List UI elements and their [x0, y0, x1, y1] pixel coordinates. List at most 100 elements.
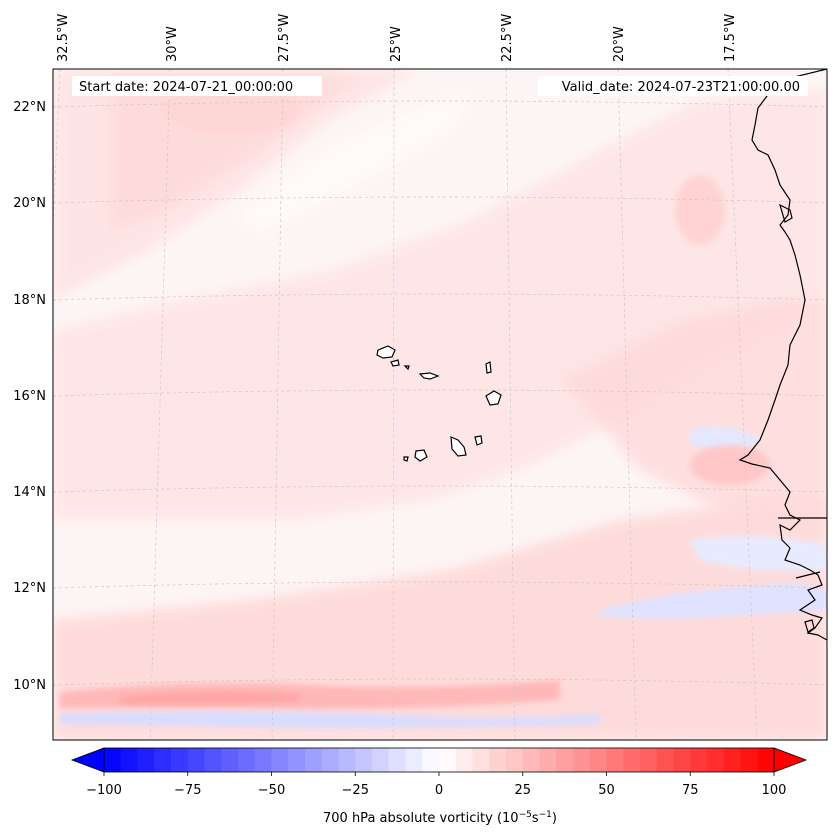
map-frame: [52, 68, 828, 741]
meridian: [727, 69, 758, 740]
colorbar-cell: [640, 748, 658, 772]
parallel: [53, 196, 827, 204]
latitude-labels: 22°N 20°N 18°N 16°N 14°N 12°N 10°N: [13, 100, 46, 693]
meridian: [271, 69, 284, 740]
colorbar-extend-min: [70, 747, 105, 773]
lat-label: 22°N: [13, 100, 46, 115]
island-sal: [485, 361, 492, 374]
lat-label: 14°N: [13, 485, 46, 500]
colorbar-cell: [238, 748, 256, 772]
colorbar-cell: [723, 748, 741, 772]
vorticity-band-diagonal: [53, 90, 827, 520]
meridian: [505, 69, 516, 740]
parallel: [53, 581, 827, 589]
island-sao-vicente: [390, 359, 400, 367]
lat-label: 16°N: [13, 389, 46, 404]
valid-date-text: Valid_date: 2024-07-23T21:00:00.00: [562, 80, 800, 95]
map-panel: Start date: 2024-07-21_00:00:00 Valid_da…: [52, 68, 828, 741]
island-santa-luzia: [403, 365, 410, 371]
colorbar-ticks: −100 −75 −50 −25 0 25 50 75 100: [86, 783, 786, 798]
coast-detail: [795, 571, 821, 579]
colorbar-tick-label: −50: [258, 783, 285, 798]
vorticity-patch-blue-east: [600, 583, 827, 619]
colorbar-tick-label: −75: [174, 783, 201, 798]
colorbar-cell: [372, 748, 390, 772]
colorbar-cell: [221, 748, 239, 772]
lon-label: 17.5°W: [723, 14, 738, 62]
colorbar-cell: [707, 748, 725, 772]
colorbar-cell: [573, 748, 591, 772]
colorbar-cell: [405, 748, 423, 772]
colorbar-cell: [522, 748, 540, 772]
colorbar-tick-label: −25: [342, 783, 369, 798]
parallel: [53, 100, 827, 108]
island-santo-antao: [376, 345, 396, 359]
vorticity-streak-blue: [60, 711, 600, 728]
island-brava: [403, 456, 409, 462]
colorbar-cell: [589, 748, 607, 772]
colorbar-cell: [623, 748, 641, 772]
colorbar: −100 −75 −50 −25 0 25 50 75 100 700 hPa …: [70, 747, 808, 826]
valid-date-box: [538, 76, 808, 96]
colorbar-cell: [338, 748, 356, 772]
colorbar-cell: [321, 748, 339, 772]
parallel: [53, 678, 827, 686]
colorbar-cell: [388, 748, 406, 772]
colorbar-cell: [104, 748, 122, 772]
colorbar-cell: [187, 748, 205, 772]
colorbar-tick-label: −100: [86, 783, 122, 798]
graticule: [53, 69, 827, 740]
island-sao-nicolau: [418, 372, 440, 380]
colorbar-label: 700 hPa absolute vorticity (10−5s−1): [323, 810, 557, 826]
colorbar-tick-label: 0: [435, 783, 443, 798]
colorbar-cell: [355, 748, 373, 772]
colorbar-tick-label: 25: [514, 783, 531, 798]
vorticity-streak-red-core: [120, 691, 300, 705]
meridian: [149, 69, 171, 740]
colorbar-cell: [204, 748, 222, 772]
vorticity-band-south: [53, 500, 827, 740]
colorbar-cell: [740, 748, 758, 772]
parallel: [53, 389, 827, 397]
parallel: [53, 293, 827, 301]
vorticity-blob-northeast: [675, 175, 725, 245]
lon-label: 32.5°W: [56, 14, 71, 62]
lon-label: 25°W: [389, 26, 404, 62]
lon-label: 30°W: [165, 26, 180, 62]
lon-label: 27.5°W: [277, 14, 292, 62]
colorbar-cell: [506, 748, 524, 772]
colorbar-cell: [556, 748, 574, 772]
colorbar-cell: [606, 748, 624, 772]
colorbar-cell: [271, 748, 289, 772]
lon-label: 20°W: [612, 26, 627, 62]
coastlines: [738, 69, 827, 641]
colorbar-tick-label: 100: [762, 783, 787, 798]
start-date-text: Start date: 2024-07-21_00:00:00: [79, 80, 293, 95]
colorbar-cell: [656, 748, 674, 772]
lat-label: 12°N: [13, 581, 46, 596]
colorbar-cell: [422, 748, 440, 772]
colorbar-cell: [489, 748, 507, 772]
colorbar-cell: [455, 748, 473, 772]
colorbar-cell: [305, 748, 323, 772]
colorbar-tick-label: 50: [598, 783, 615, 798]
meridian: [392, 69, 395, 740]
colorbar-cell: [673, 748, 691, 772]
island-santiago: [450, 436, 467, 457]
colorbar-cell: [288, 748, 306, 772]
colorbar-cell: [171, 748, 189, 772]
colorbar-cell: [154, 748, 172, 772]
colorbar-cell: [690, 748, 708, 772]
colorbar-cell: [254, 748, 272, 772]
meridian: [617, 69, 637, 740]
colorbar-cells: [104, 748, 775, 772]
colorbar-cell: [120, 748, 138, 772]
colorbar-cell: [137, 748, 155, 772]
coast-detail: [779, 203, 793, 223]
parallel: [53, 485, 827, 493]
colorbar-extend-max: [773, 747, 808, 773]
colorbar-cell: [439, 748, 457, 772]
lat-label: 20°N: [13, 196, 46, 211]
colorbar-tick-label: 75: [682, 783, 699, 798]
